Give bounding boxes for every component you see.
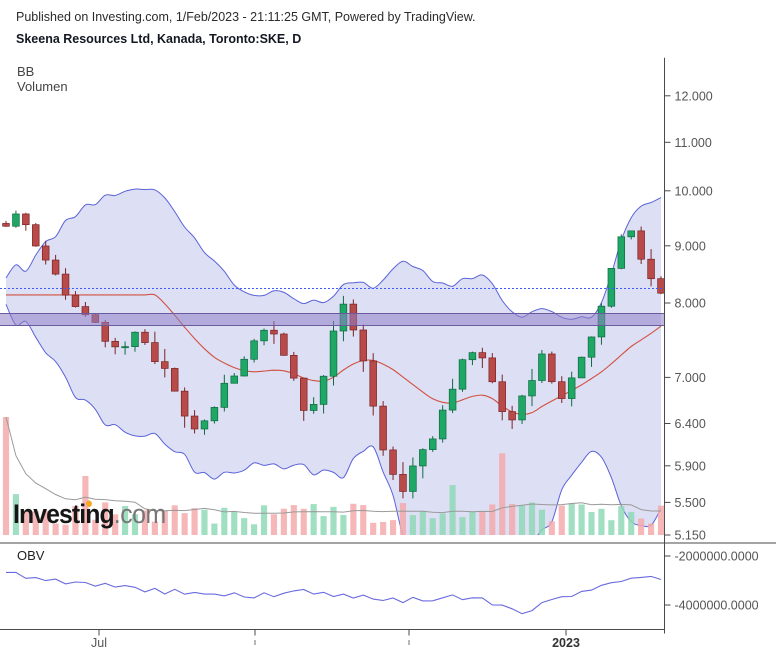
svg-text:6.400: 6.400: [675, 417, 706, 431]
svg-text:-4000000.0000: -4000000.0000: [675, 599, 759, 613]
svg-text:5.500: 5.500: [675, 496, 706, 510]
svg-text:5.900: 5.900: [675, 459, 706, 473]
svg-text:12.000: 12.000: [675, 89, 713, 103]
svg-text:8.000: 8.000: [675, 297, 706, 311]
svg-text:11.000: 11.000: [675, 136, 712, 150]
svg-text:Jul: Jul: [91, 636, 107, 650]
svg-text:9.000: 9.000: [675, 239, 706, 253]
svg-text:10.000: 10.000: [675, 184, 713, 198]
svg-text:2023: 2023: [552, 636, 580, 650]
svg-text:-2000000.0000: -2000000.0000: [675, 550, 759, 564]
svg-text:7.000: 7.000: [675, 371, 706, 385]
svg-text:5.150: 5.150: [675, 529, 706, 543]
